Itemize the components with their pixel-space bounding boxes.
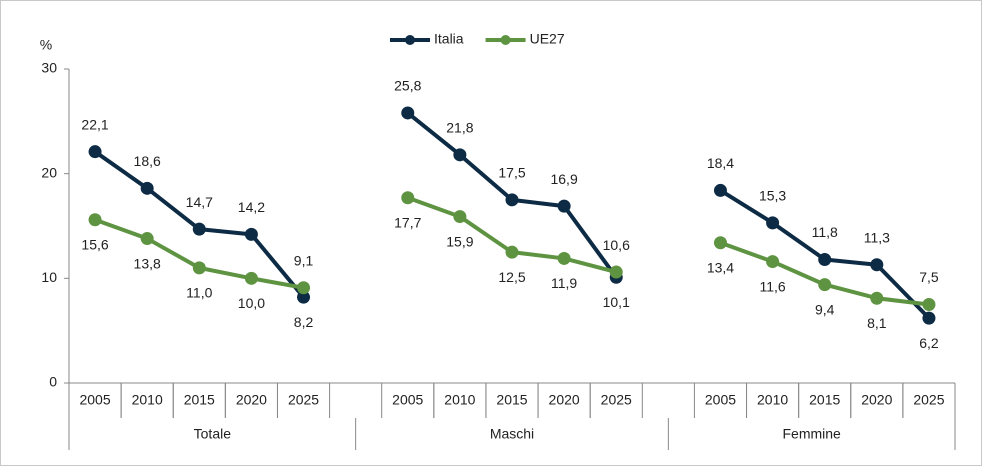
data-label: 10,1 bbox=[603, 294, 630, 310]
data-label: 9,1 bbox=[294, 252, 314, 268]
group-label: Totale bbox=[194, 426, 232, 442]
data-label: 11,6 bbox=[759, 278, 785, 294]
x-tick-label: 2010 bbox=[757, 392, 788, 408]
point bbox=[557, 251, 571, 265]
x-tick-label: 2025 bbox=[913, 392, 944, 408]
point bbox=[818, 278, 832, 292]
point bbox=[244, 271, 258, 285]
data-label: 18,4 bbox=[707, 155, 734, 171]
x-tick-label: 2020 bbox=[236, 392, 267, 408]
data-label: 10,0 bbox=[238, 295, 265, 311]
data-label: 15,3 bbox=[759, 188, 786, 204]
point bbox=[140, 181, 154, 195]
data-label: 11,0 bbox=[186, 285, 212, 301]
x-tick-label: 2025 bbox=[601, 392, 632, 408]
point bbox=[870, 291, 884, 305]
x-tick-label: 2020 bbox=[549, 392, 580, 408]
x-tick-label: 2015 bbox=[184, 392, 215, 408]
y-axis-label: % bbox=[40, 37, 52, 53]
legend-marker bbox=[500, 35, 511, 45]
point bbox=[140, 232, 154, 246]
legend-label: UE27 bbox=[530, 31, 565, 47]
data-label: 15,6 bbox=[81, 236, 108, 252]
group-label: Maschi bbox=[490, 426, 534, 442]
point bbox=[88, 145, 102, 159]
point bbox=[766, 255, 780, 269]
data-label: 11,8 bbox=[812, 224, 838, 240]
x-tick-label: 2010 bbox=[444, 392, 475, 408]
y-tick-label: 20 bbox=[41, 164, 57, 180]
point bbox=[192, 222, 206, 236]
data-label: 16,9 bbox=[550, 171, 577, 187]
y-tick-label: 0 bbox=[49, 374, 57, 390]
x-tick-label: 2005 bbox=[79, 392, 110, 408]
point bbox=[401, 191, 415, 205]
x-tick-label: 2005 bbox=[392, 392, 423, 408]
x-tick-label: 2025 bbox=[288, 392, 319, 408]
legend-marker bbox=[405, 35, 415, 45]
point bbox=[557, 199, 571, 213]
data-label: 18,6 bbox=[134, 153, 161, 169]
data-label: 10,6 bbox=[603, 237, 630, 253]
data-label: 11,9 bbox=[551, 275, 577, 291]
data-label: 12,5 bbox=[498, 269, 525, 285]
y-tick-label: 30 bbox=[41, 60, 57, 76]
x-tick-label: 2010 bbox=[132, 392, 163, 408]
data-label: 8,2 bbox=[294, 314, 314, 330]
point bbox=[505, 245, 519, 259]
point bbox=[713, 236, 727, 250]
data-label: 21,8 bbox=[446, 120, 473, 136]
point bbox=[505, 193, 519, 207]
point bbox=[766, 216, 780, 230]
point bbox=[297, 281, 311, 295]
point bbox=[818, 252, 832, 266]
point bbox=[401, 106, 415, 120]
data-label: 15,9 bbox=[446, 233, 473, 249]
data-label: 17,7 bbox=[394, 214, 421, 230]
data-label: 25,8 bbox=[394, 78, 421, 94]
point bbox=[244, 227, 258, 241]
data-label: 14,7 bbox=[186, 194, 213, 210]
x-tick-label: 2020 bbox=[861, 392, 892, 408]
point bbox=[453, 210, 467, 224]
point bbox=[713, 183, 727, 197]
point bbox=[922, 311, 936, 325]
point bbox=[192, 261, 206, 275]
group-label: Femmine bbox=[782, 426, 841, 442]
data-label: 22,1 bbox=[81, 116, 108, 132]
data-label: 9,4 bbox=[815, 301, 835, 317]
point bbox=[609, 265, 623, 279]
point bbox=[297, 290, 311, 304]
x-tick-label: 2005 bbox=[705, 392, 736, 408]
data-label: 17,5 bbox=[498, 165, 525, 181]
data-label: 11,3 bbox=[864, 229, 890, 245]
data-label: 6,2 bbox=[919, 335, 939, 351]
data-label: 13,8 bbox=[134, 255, 161, 271]
point bbox=[453, 148, 467, 162]
data-label: 13,4 bbox=[707, 259, 734, 275]
data-label: 7,5 bbox=[919, 269, 939, 285]
point bbox=[88, 213, 102, 227]
y-tick-label: 10 bbox=[41, 269, 57, 285]
point bbox=[870, 258, 884, 272]
point bbox=[922, 298, 936, 311]
data-label: 8,1 bbox=[867, 315, 887, 331]
legend-label: Italia bbox=[434, 31, 464, 47]
x-tick-label: 2015 bbox=[496, 392, 527, 408]
x-tick-label: 2015 bbox=[809, 392, 840, 408]
data-label: 14,2 bbox=[238, 199, 265, 215]
